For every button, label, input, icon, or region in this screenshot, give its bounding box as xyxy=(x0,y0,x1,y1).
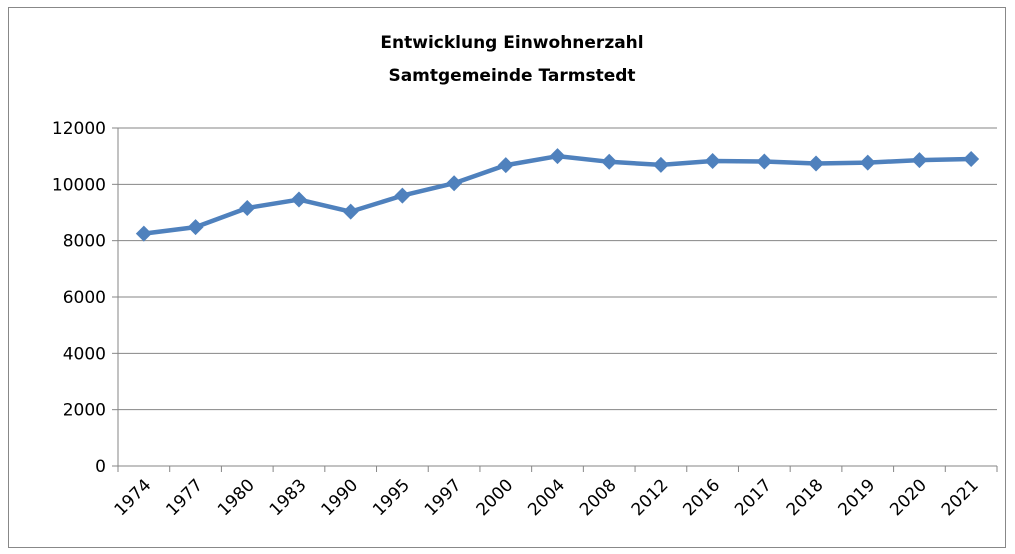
data-point xyxy=(342,203,359,220)
data-point xyxy=(601,153,618,170)
data-point xyxy=(497,157,514,174)
y-tick-label: 4000 xyxy=(63,344,106,364)
y-tick-label: 6000 xyxy=(63,288,106,308)
data-point xyxy=(963,150,980,167)
data-point xyxy=(446,175,463,192)
data-point xyxy=(549,148,566,165)
data-point xyxy=(756,153,773,170)
y-tick-label: 2000 xyxy=(63,401,106,421)
data-point xyxy=(239,199,256,216)
y-tick-label: 12000 xyxy=(52,119,106,139)
y-tick-label: 8000 xyxy=(63,232,106,252)
data-point xyxy=(394,187,411,204)
data-point xyxy=(135,225,152,242)
chart-title: Samtgemeinde Tarmstedt xyxy=(388,66,635,86)
data-point xyxy=(859,154,876,171)
y-tick-label: 0 xyxy=(95,457,106,477)
chart-title: Entwicklung Einwohnerzahl xyxy=(380,33,643,53)
data-point xyxy=(911,152,928,169)
data-point xyxy=(187,219,204,236)
data-point xyxy=(290,191,307,208)
chart-frame xyxy=(8,7,1006,548)
data-point xyxy=(704,152,721,169)
data-point xyxy=(808,155,825,172)
data-point xyxy=(652,156,669,173)
y-tick-label: 10000 xyxy=(52,175,106,195)
